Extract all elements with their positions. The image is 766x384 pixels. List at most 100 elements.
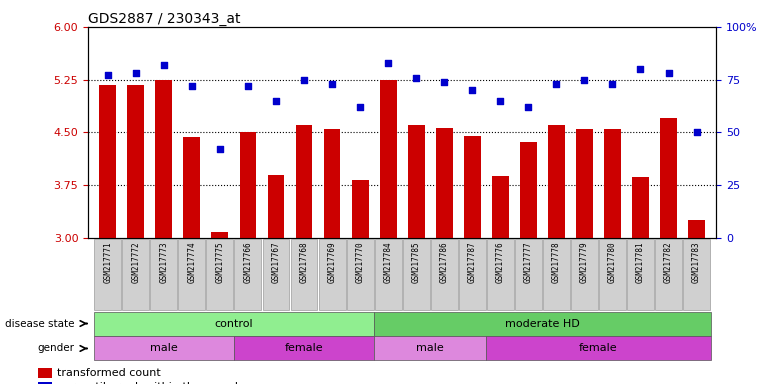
Point bbox=[102, 72, 114, 78]
Point bbox=[522, 104, 535, 110]
Bar bbox=[548, 126, 565, 238]
Text: GSM217783: GSM217783 bbox=[692, 242, 701, 283]
Text: GSM217785: GSM217785 bbox=[411, 242, 421, 283]
Text: GSM217786: GSM217786 bbox=[440, 242, 449, 283]
Bar bbox=[240, 132, 257, 238]
Text: male: male bbox=[150, 343, 178, 354]
Text: transformed count: transformed count bbox=[57, 368, 160, 378]
Bar bbox=[576, 129, 593, 238]
FancyBboxPatch shape bbox=[627, 239, 654, 310]
Text: GSM217773: GSM217773 bbox=[159, 242, 169, 283]
Text: GSM217770: GSM217770 bbox=[355, 242, 365, 283]
Bar bbox=[688, 220, 705, 238]
Point bbox=[663, 70, 675, 76]
FancyBboxPatch shape bbox=[150, 239, 177, 310]
FancyBboxPatch shape bbox=[599, 239, 626, 310]
Point bbox=[242, 83, 254, 89]
FancyBboxPatch shape bbox=[486, 336, 711, 361]
Text: GSM217769: GSM217769 bbox=[328, 242, 336, 283]
Bar bbox=[127, 84, 144, 238]
Bar bbox=[38, 382, 52, 384]
Point bbox=[326, 81, 338, 87]
FancyBboxPatch shape bbox=[374, 336, 486, 361]
Bar bbox=[183, 137, 200, 238]
FancyBboxPatch shape bbox=[374, 311, 711, 336]
FancyBboxPatch shape bbox=[487, 239, 514, 310]
Point bbox=[634, 66, 647, 72]
FancyBboxPatch shape bbox=[683, 239, 710, 310]
FancyBboxPatch shape bbox=[206, 239, 234, 310]
Point bbox=[382, 60, 394, 66]
FancyBboxPatch shape bbox=[94, 239, 121, 310]
Text: gender: gender bbox=[37, 343, 74, 354]
Bar bbox=[604, 129, 621, 238]
Bar bbox=[211, 232, 228, 238]
FancyBboxPatch shape bbox=[93, 311, 374, 336]
Text: GSM217766: GSM217766 bbox=[244, 242, 253, 283]
FancyBboxPatch shape bbox=[290, 239, 317, 310]
Bar bbox=[100, 84, 116, 238]
Text: GSM217771: GSM217771 bbox=[103, 242, 112, 283]
Point bbox=[298, 77, 310, 83]
Text: GSM217775: GSM217775 bbox=[215, 242, 224, 283]
FancyBboxPatch shape bbox=[571, 239, 598, 310]
Text: male: male bbox=[416, 343, 444, 354]
Point bbox=[129, 70, 142, 76]
Point bbox=[158, 62, 170, 68]
Text: control: control bbox=[214, 318, 254, 329]
FancyBboxPatch shape bbox=[178, 239, 205, 310]
FancyBboxPatch shape bbox=[93, 336, 234, 361]
Text: GSM217787: GSM217787 bbox=[468, 242, 476, 283]
Bar bbox=[38, 368, 52, 378]
Bar bbox=[436, 127, 453, 238]
FancyBboxPatch shape bbox=[347, 239, 374, 310]
FancyBboxPatch shape bbox=[403, 239, 430, 310]
Bar bbox=[155, 80, 172, 238]
Bar bbox=[520, 142, 537, 238]
FancyBboxPatch shape bbox=[459, 239, 486, 310]
Bar bbox=[408, 126, 424, 238]
Point bbox=[185, 83, 198, 89]
FancyBboxPatch shape bbox=[263, 239, 290, 310]
Point bbox=[494, 98, 506, 104]
Point bbox=[690, 129, 702, 136]
Bar bbox=[267, 175, 284, 238]
Point bbox=[410, 74, 422, 81]
Text: GSM217777: GSM217777 bbox=[524, 242, 533, 283]
Text: GSM217772: GSM217772 bbox=[131, 242, 140, 283]
Point bbox=[578, 77, 591, 83]
Bar bbox=[492, 176, 509, 238]
Text: percentile rank within the sample: percentile rank within the sample bbox=[57, 382, 244, 384]
Point bbox=[466, 87, 479, 93]
Point bbox=[214, 146, 226, 152]
Bar bbox=[660, 118, 677, 238]
Text: GSM217767: GSM217767 bbox=[271, 242, 280, 283]
Point bbox=[550, 81, 562, 87]
Text: female: female bbox=[579, 343, 617, 354]
FancyBboxPatch shape bbox=[430, 239, 457, 310]
FancyBboxPatch shape bbox=[655, 239, 682, 310]
FancyBboxPatch shape bbox=[234, 239, 261, 310]
Bar bbox=[464, 136, 481, 238]
FancyBboxPatch shape bbox=[123, 239, 149, 310]
FancyBboxPatch shape bbox=[515, 239, 542, 310]
FancyBboxPatch shape bbox=[543, 239, 570, 310]
Text: GSM217779: GSM217779 bbox=[580, 242, 589, 283]
Bar bbox=[632, 177, 649, 238]
Text: GDS2887 / 230343_at: GDS2887 / 230343_at bbox=[88, 12, 241, 26]
FancyBboxPatch shape bbox=[319, 239, 345, 310]
Text: GSM217780: GSM217780 bbox=[608, 242, 617, 283]
Text: GSM217782: GSM217782 bbox=[664, 242, 673, 283]
Point bbox=[607, 81, 619, 87]
Bar bbox=[352, 180, 368, 238]
Text: GSM217781: GSM217781 bbox=[636, 242, 645, 283]
Bar bbox=[296, 126, 313, 238]
Point bbox=[270, 98, 282, 104]
Text: GSM217768: GSM217768 bbox=[300, 242, 309, 283]
FancyBboxPatch shape bbox=[234, 336, 374, 361]
Text: female: female bbox=[285, 343, 323, 354]
Bar bbox=[323, 129, 340, 238]
FancyBboxPatch shape bbox=[375, 239, 401, 310]
Text: moderate HD: moderate HD bbox=[505, 318, 580, 329]
Bar bbox=[380, 80, 397, 238]
